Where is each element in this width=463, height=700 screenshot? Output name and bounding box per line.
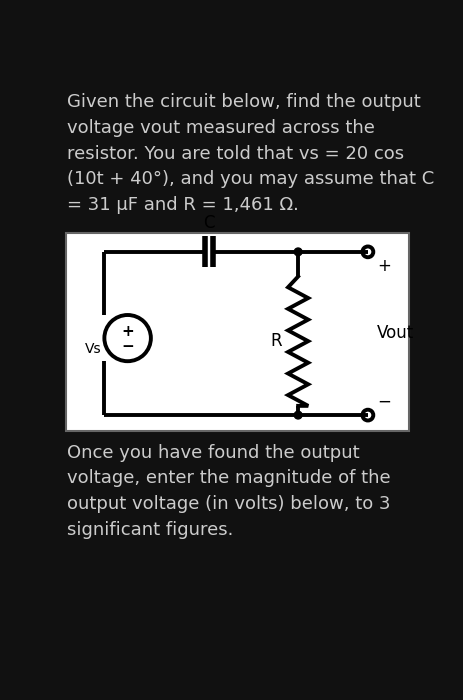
- Text: R: R: [270, 332, 282, 350]
- Text: −: −: [121, 339, 134, 354]
- Bar: [66, 232, 409, 431]
- Circle shape: [363, 246, 373, 258]
- Circle shape: [363, 410, 373, 421]
- Circle shape: [294, 248, 302, 256]
- Text: Once you have found the output
voltage, enter the magnitude of the
output voltag: Once you have found the output voltage, …: [67, 444, 391, 539]
- Circle shape: [294, 412, 302, 419]
- Text: Given the circuit below, find the output
voltage vout measured across the
resist: Given the circuit below, find the output…: [67, 93, 434, 214]
- Text: Vs: Vs: [85, 342, 101, 356]
- Text: −: −: [377, 392, 391, 410]
- Text: Vout: Vout: [377, 325, 414, 342]
- Text: C: C: [203, 214, 215, 232]
- Text: +: +: [377, 257, 391, 274]
- Text: +: +: [121, 323, 134, 339]
